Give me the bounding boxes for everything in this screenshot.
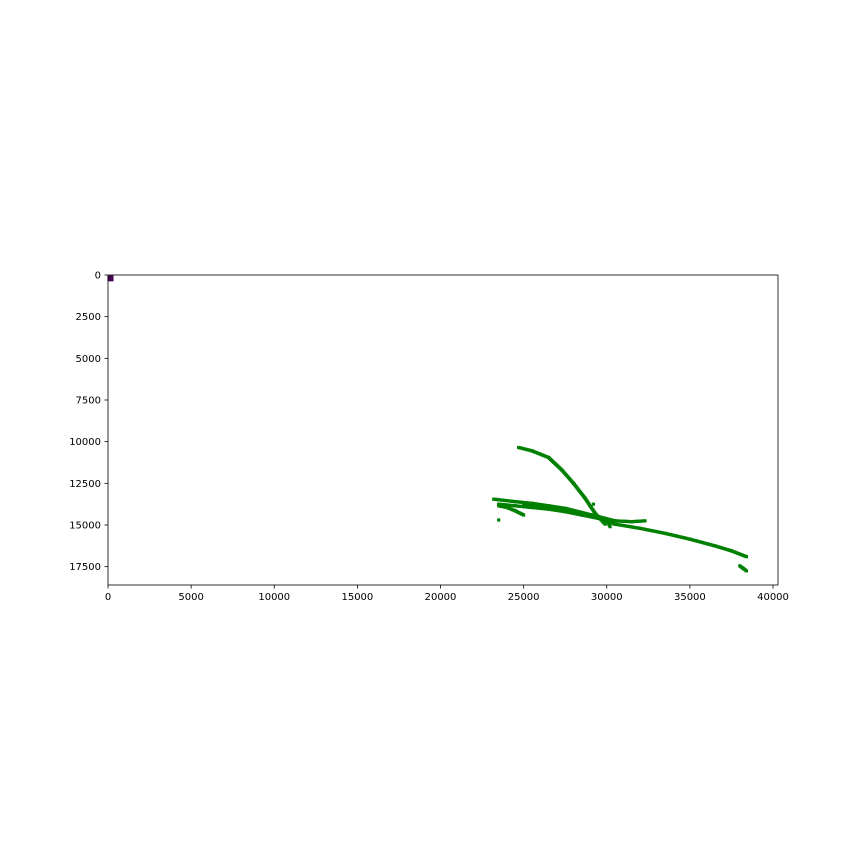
x-tick-label: 25000	[508, 592, 540, 603]
points-layer	[492, 445, 749, 573]
y-tick-label: 10000	[69, 437, 101, 448]
x-tick-label: 10000	[258, 592, 290, 603]
x-tick-label: 40000	[757, 592, 789, 603]
data-point	[497, 518, 501, 522]
y-tick-label: 15000	[69, 521, 101, 532]
x-axis: 0 5000 10000 15000 20000 25000 30000 35000 40000	[105, 585, 789, 603]
x-tick-label: 0	[105, 592, 111, 603]
x-tick-label: 15000	[341, 592, 373, 603]
y-tick-label: 17500	[69, 562, 101, 573]
y-tick-label: 5000	[76, 354, 101, 365]
data-point	[643, 519, 647, 523]
marker-layer	[107, 275, 114, 282]
x-tick-label: 5000	[178, 592, 203, 603]
plot-background	[108, 275, 778, 585]
data-point	[608, 525, 612, 529]
data-point	[744, 555, 749, 559]
x-tick-label: 35000	[674, 592, 706, 603]
y-axis: 0 2500 5000 7500 10000 12500 15000 17500	[69, 271, 108, 573]
x-tick-label: 20000	[425, 592, 457, 603]
data-point	[744, 569, 749, 573]
x-tick-label: 30000	[591, 592, 623, 603]
y-tick-label: 12500	[69, 479, 101, 490]
data-point	[591, 502, 596, 506]
data-point	[603, 522, 607, 526]
y-tick-label: 7500	[76, 396, 101, 407]
y-tick-label: 0	[95, 271, 101, 282]
data-point	[522, 513, 526, 517]
origin-marker	[107, 275, 114, 282]
y-tick-label: 2500	[76, 312, 101, 323]
plot-frame	[107, 274, 779, 586]
